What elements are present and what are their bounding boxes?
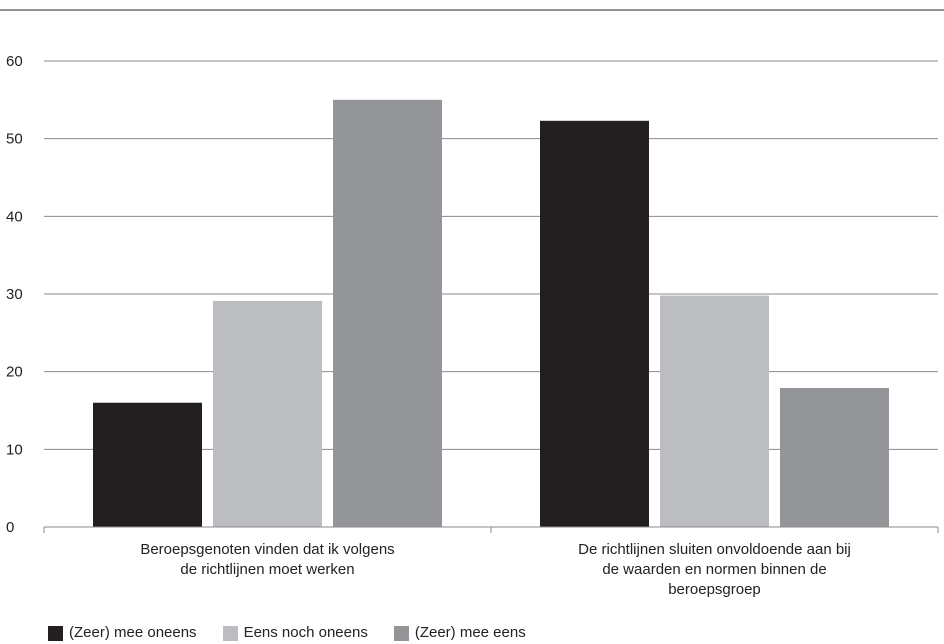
bars	[93, 99, 889, 527]
y-axis-ticks: 0 10 20 30 40 50 60	[6, 53, 23, 536]
bar	[540, 120, 649, 527]
legend-item: Eens noch oneens	[222, 624, 368, 642]
bar	[333, 99, 442, 527]
legend-swatch	[48, 625, 63, 641]
y-tick-label: 30	[6, 286, 23, 303]
legend-swatch	[393, 625, 409, 641]
y-tick-label: 0	[6, 519, 14, 536]
bar-chart: 0 10 20 30 40 50 60 Beroepsgenoten vinden dat …	[0, 9, 944, 598]
category-label: de waarden en normen binnen de	[602, 561, 826, 578]
y-tick-label: 40	[6, 208, 23, 225]
bar	[780, 387, 889, 527]
legend-label: (Zeer) mee oneens	[69, 624, 197, 641]
legend-label: (Zeer) mee eens	[414, 624, 526, 641]
category-label: beroepsgroep	[668, 581, 761, 598]
category-label: Beroepsgenoten vinden dat ik volgens	[140, 541, 394, 558]
legend-item: (Zeer) mee oneens	[48, 624, 197, 642]
legend-swatch	[222, 625, 238, 641]
category-label: De richtlijnen sluiten onvoldoende aan b…	[578, 541, 851, 558]
legend-label: Eens noch oneens	[243, 624, 368, 641]
y-tick-label: 50	[6, 131, 23, 148]
x-axis	[43, 526, 939, 533]
bar	[213, 300, 322, 527]
y-tick-label: 10	[6, 441, 23, 458]
category-labels: Beroepsgenoten vinden dat ik volgens de r…	[140, 541, 851, 598]
category-label: de richtlijnen moet werken	[180, 561, 354, 578]
bar	[93, 402, 202, 527]
legend-item: (Zeer) mee eens	[393, 624, 526, 642]
bar	[660, 295, 769, 527]
y-tick-label: 20	[6, 364, 23, 381]
y-tick-label: 60	[6, 53, 23, 70]
legend: (Zeer) mee oneens Eens noch oneens (Zeer) …	[48, 624, 526, 642]
